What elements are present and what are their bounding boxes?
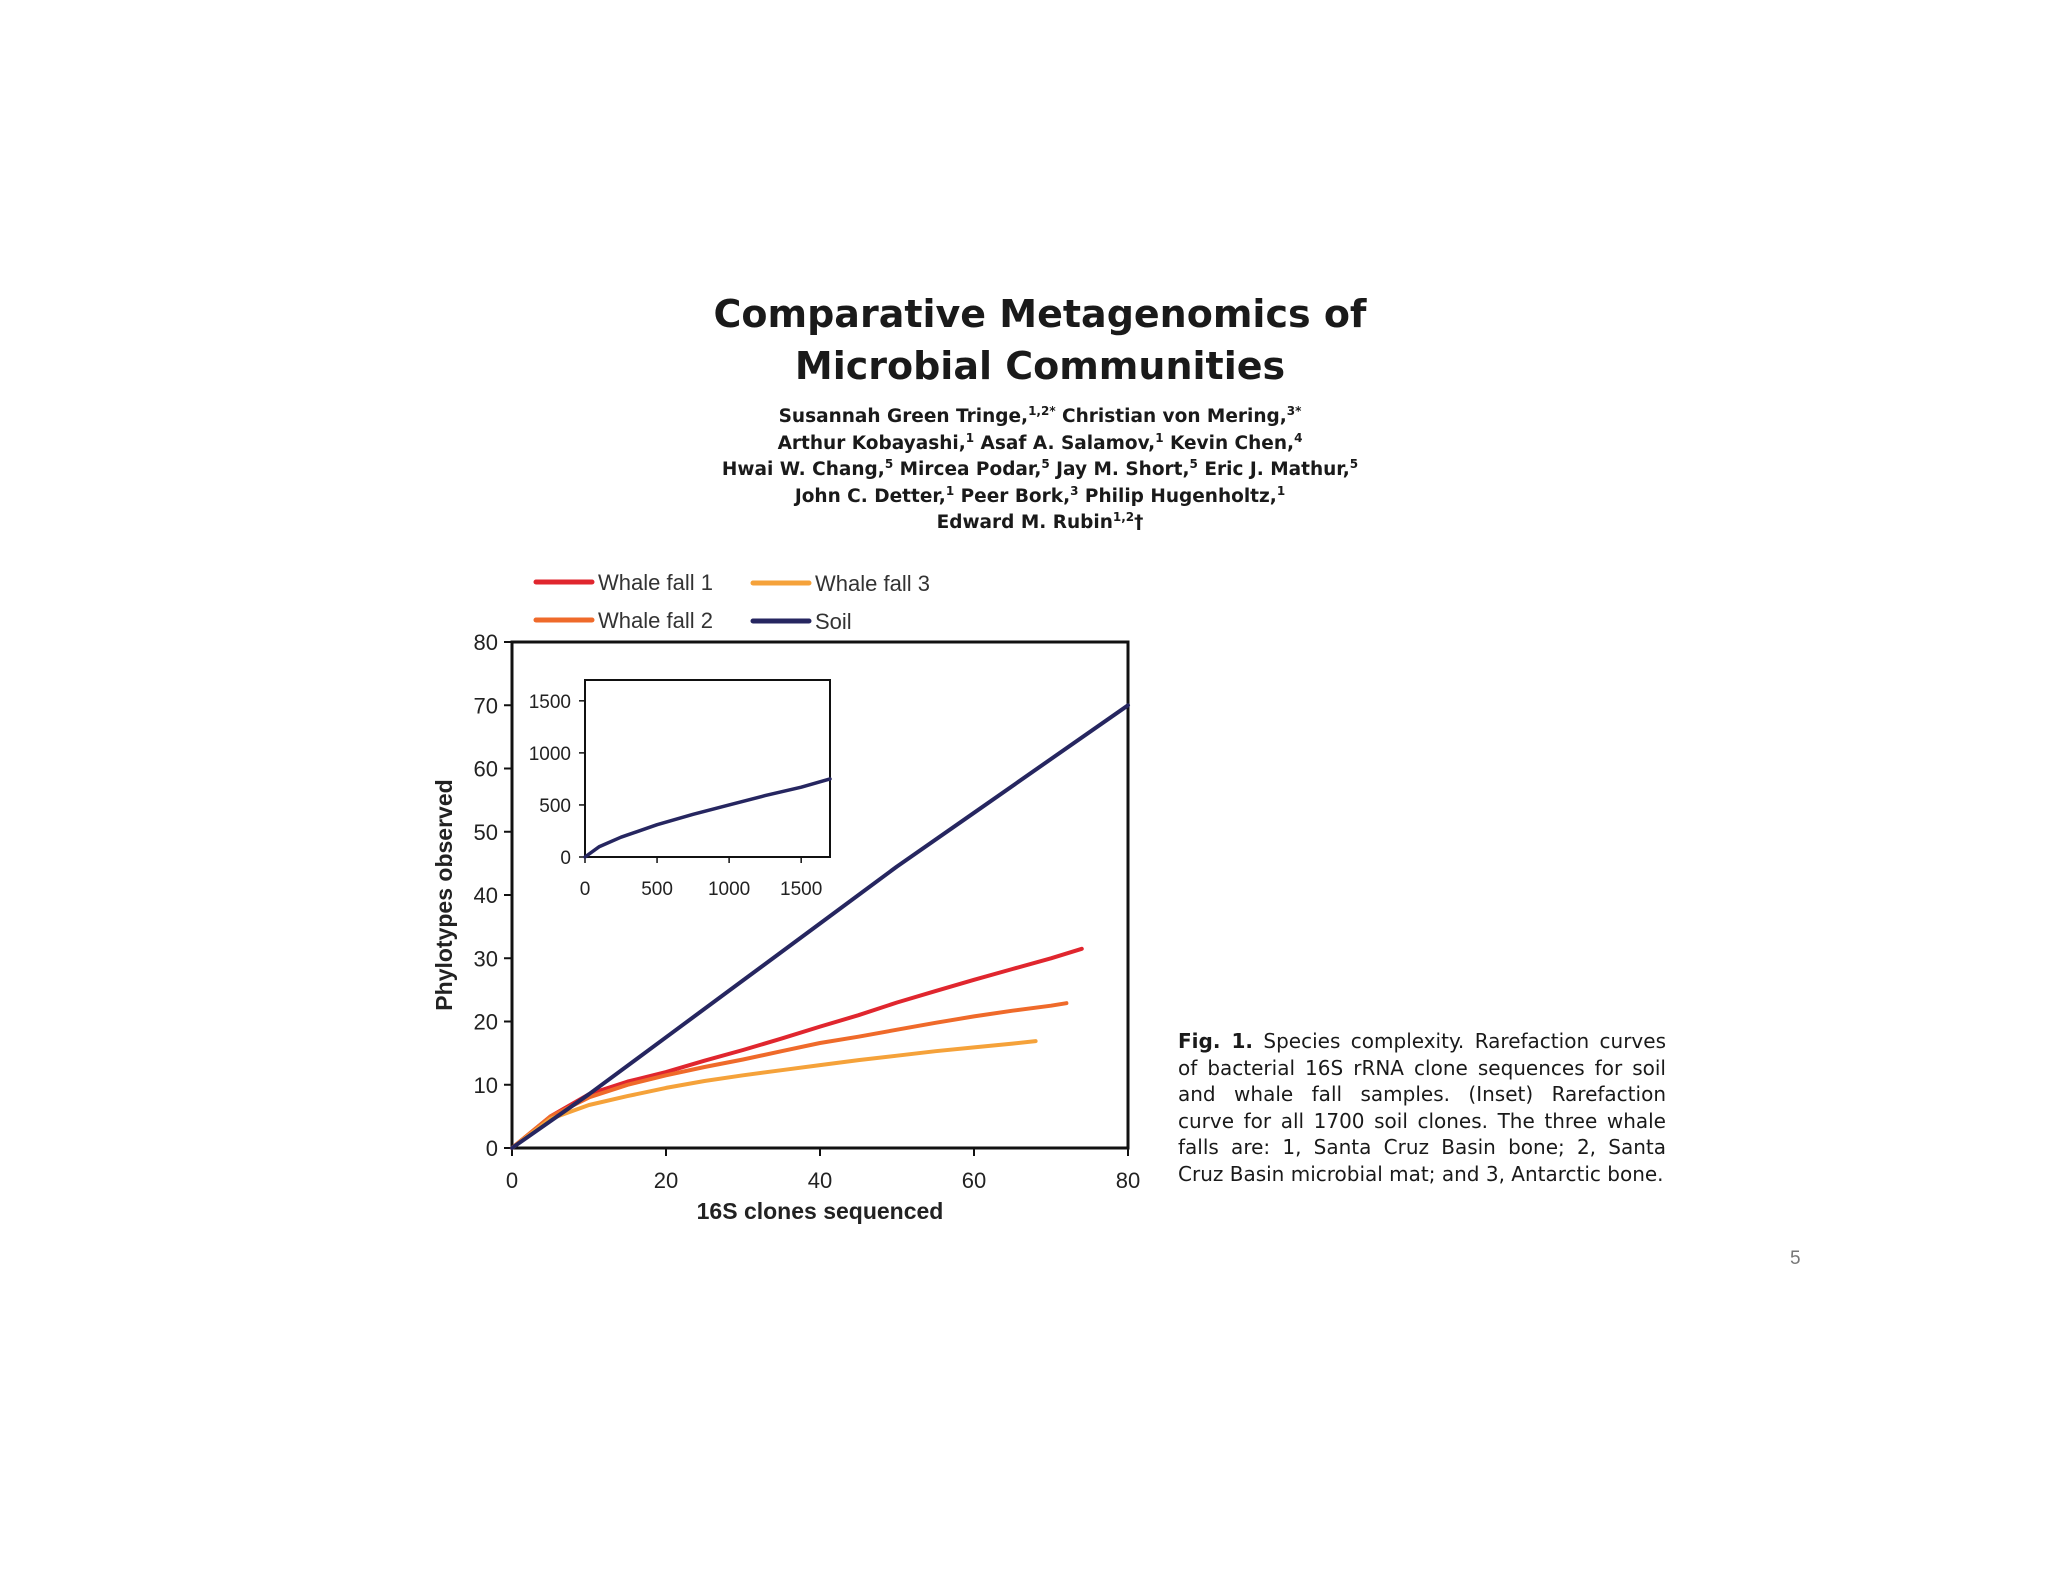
inset-x-tick-label: 500: [641, 879, 673, 900]
author-name: Christian von Mering,: [1055, 406, 1287, 427]
author-name: Jay M. Short,: [1049, 459, 1190, 480]
y-tick-label: 10: [474, 1073, 498, 1098]
affiliation-marker: 5: [884, 456, 894, 471]
x-tick-label: 0: [506, 1168, 518, 1193]
author-name: Eric J. Mathur,: [1197, 459, 1350, 480]
y-tick-label: 80: [474, 630, 498, 655]
author-name: †: [1134, 512, 1144, 533]
title-line-1: Comparative Metagenomics of: [713, 292, 1367, 336]
y-tick-label: 70: [474, 693, 498, 718]
x-tick-label: 40: [808, 1168, 832, 1193]
y-axis-label: Phylotypes observed: [431, 779, 457, 1010]
author-name: Hwai W. Chang,: [721, 459, 885, 480]
author-name: Philip Hugenholtz,: [1078, 485, 1277, 507]
legend-label: Soil: [815, 609, 852, 634]
author-line: John C. Detter,1 Peer Bork,3 Philip Huge…: [640, 484, 1440, 511]
affiliation-marker: 3: [1070, 483, 1079, 498]
affiliation-marker: 1: [965, 430, 975, 445]
x-tick-label: 60: [962, 1168, 986, 1193]
page-number: 5: [1790, 1248, 1801, 1269]
title-line-2: Microbial Communities: [794, 344, 1286, 388]
author-name: Asaf A. Salamov,: [974, 432, 1156, 454]
author-name: John C. Detter,: [794, 485, 946, 507]
paper-title: Comparative Metagenomics of Microbial Co…: [620, 288, 1460, 392]
inset-x-tick-label: 1000: [708, 879, 750, 900]
y-tick-label: 60: [474, 757, 498, 782]
y-tick-label: 0: [486, 1136, 498, 1161]
inset-y-tick-label: 1500: [529, 692, 571, 713]
caption-lead: Fig. 1.: [1178, 1029, 1253, 1053]
inset-y-tick-label: 500: [539, 796, 571, 817]
affiliation-marker: 5: [1189, 456, 1198, 471]
author-line: Edward M. Rubin1,2†: [640, 510, 1440, 537]
inset-y-tick-label: 1000: [529, 744, 571, 765]
inset-series-line-soil: [583, 777, 832, 859]
affiliation-marker: 3*: [1286, 403, 1302, 418]
y-tick-label: 20: [474, 1010, 498, 1035]
affiliation-marker: 5: [1041, 456, 1050, 471]
author-name: Edward M. Rubin: [936, 512, 1113, 533]
legend-label: Whale fall 3: [815, 571, 930, 596]
x-axis-label: 16S clones sequenced: [697, 1198, 944, 1224]
inset-x-tick-label: 0: [580, 879, 591, 900]
author-name: Mircea Podar,: [893, 459, 1042, 480]
affiliation-marker: 1: [1276, 483, 1286, 498]
series-line-soil: [510, 703, 1130, 1150]
y-tick-label: 30: [474, 946, 498, 971]
inset-frame: [584, 679, 831, 858]
series-line-whale-fall-3: [510, 1039, 1038, 1150]
author-name: Arthur Kobayashi,: [777, 432, 966, 454]
affiliation-marker: 5: [1349, 456, 1359, 471]
series-line-whale-fall-1: [510, 946, 1084, 1150]
author-line: Arthur Kobayashi,1 Asaf A. Salamov,1 Kev…: [640, 431, 1440, 458]
author-line: Susannah Green Tringe,1,2* Christian von…: [640, 404, 1440, 431]
affiliation-marker: 1: [1155, 430, 1164, 445]
affiliation-marker: 1,2: [1112, 509, 1135, 524]
series-line-whale-fall-2: [510, 1001, 1069, 1150]
y-tick-label: 50: [474, 820, 498, 845]
caption-text: Species complexity. Rarefaction curves o…: [1178, 1029, 1666, 1186]
x-tick-label: 20: [654, 1168, 678, 1193]
y-tick-label: 40: [474, 883, 498, 908]
inset-y-tick-label: 0: [560, 848, 571, 869]
author-name: Kevin Chen,: [1163, 432, 1295, 454]
author-line: Hwai W. Chang,5 Mircea Podar,5 Jay M. Sh…: [640, 457, 1440, 484]
affiliation-marker: 1,2*: [1028, 403, 1056, 418]
x-tick-label: 80: [1116, 1168, 1140, 1193]
legend-label: Whale fall 1: [598, 570, 713, 595]
affiliation-marker: 4: [1294, 430, 1303, 445]
legend-label: Whale fall 2: [598, 608, 713, 633]
inset-x-tick-label: 1500: [780, 879, 822, 900]
author-list: Susannah Green Tringe,1,2* Christian von…: [640, 404, 1440, 537]
author-name: Peer Bork,: [954, 485, 1071, 507]
author-name: Susannah Green Tringe,: [778, 406, 1029, 427]
figure-caption: Fig. 1. Species complexity. Rarefaction …: [1178, 1028, 1666, 1188]
affiliation-marker: 1: [945, 483, 955, 498]
